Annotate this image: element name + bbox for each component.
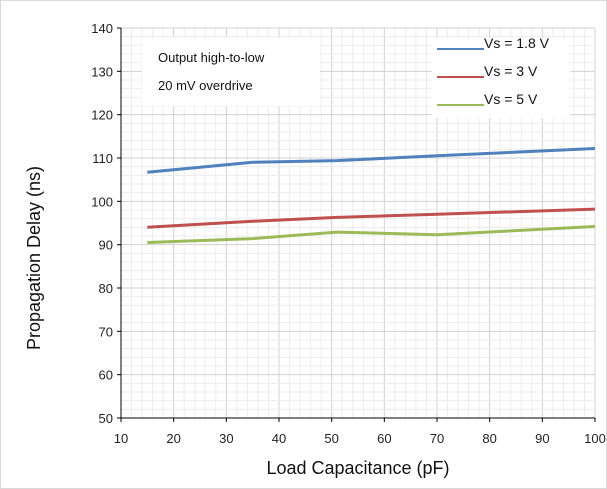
x-tick-label: 30 xyxy=(219,431,233,446)
x-tick-label: 20 xyxy=(166,431,180,446)
y-tick-label: 50 xyxy=(99,411,113,426)
y-tick-label: 120 xyxy=(91,108,113,123)
y-tick-label: 80 xyxy=(99,281,113,296)
annotation-line-2: 20 mV overdrive xyxy=(158,78,253,93)
y-tick-label: 140 xyxy=(91,21,113,36)
x-tick-label: 10 xyxy=(114,431,128,446)
y-axis-title: Propagation Delay (ns) xyxy=(24,166,44,350)
x-tick-label: 60 xyxy=(377,431,391,446)
y-tick-label: 70 xyxy=(99,324,113,339)
legend-label-2: Vs = 3 V xyxy=(484,63,538,79)
y-tick-label: 110 xyxy=(92,151,113,166)
x-tick-label: 50 xyxy=(324,431,338,446)
legend-label-3: Vs = 5 V xyxy=(484,91,538,107)
x-tick-label: 70 xyxy=(430,431,444,446)
y-tick-label: 100 xyxy=(91,194,113,209)
x-axis-title: Load Capacitance (pF) xyxy=(266,458,449,478)
x-tick-labels: 10 20 30 40 50 60 70 80 90 100 xyxy=(114,431,606,446)
x-tick-label: 90 xyxy=(535,431,549,446)
y-tick-labels: 50 60 70 80 90 100 110 120 130 140 xyxy=(91,21,113,426)
annotation-line-1: Output high-to-low xyxy=(158,50,265,65)
series-lines xyxy=(147,147,596,244)
x-tick-label: 40 xyxy=(272,431,286,446)
y-tick-label: 130 xyxy=(91,64,113,79)
x-tick-label: 100 xyxy=(584,431,606,446)
legend-label-1: Vs = 1.8 V xyxy=(484,35,550,51)
series-line-3 xyxy=(147,225,596,244)
axes xyxy=(117,27,596,422)
y-tick-label: 60 xyxy=(99,368,113,383)
y-tick-label: 90 xyxy=(99,238,113,253)
annotation-box xyxy=(142,38,320,106)
x-tick-label: 80 xyxy=(482,431,496,446)
series-line-2 xyxy=(147,207,596,229)
legend: Vs = 1.8 V Vs = 3 V Vs = 5 V xyxy=(437,35,550,107)
series-line-1 xyxy=(147,147,596,174)
